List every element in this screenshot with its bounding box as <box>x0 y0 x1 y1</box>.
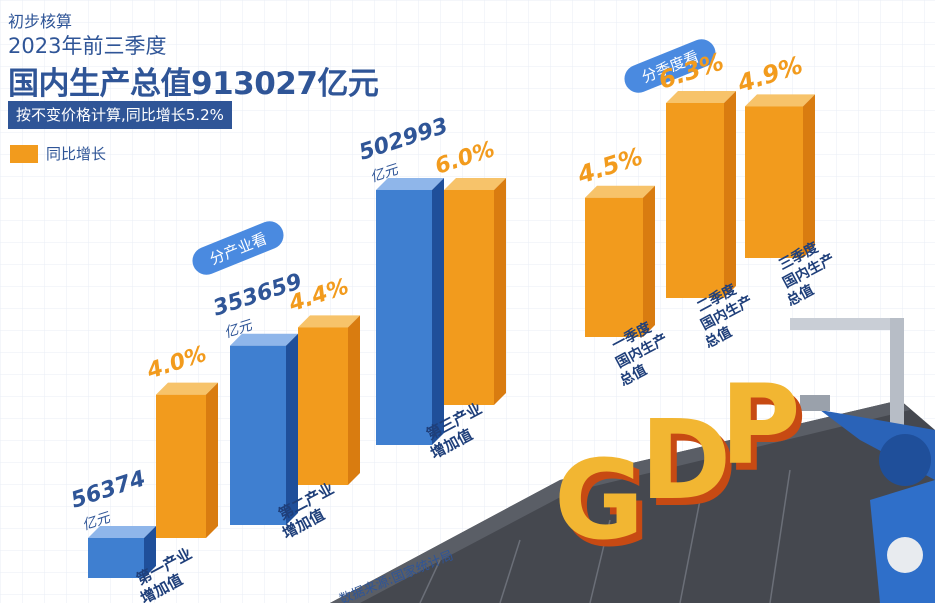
gdp-3d-letters: G G D D P P <box>554 361 807 571</box>
robot-arm-decoration <box>800 395 935 603</box>
svg-text:G: G <box>554 436 644 564</box>
growth-bar-2 <box>298 315 360 485</box>
value-bar-2 <box>230 333 298 525</box>
svg-text:D: D <box>640 396 731 524</box>
svg-text:D: D <box>646 403 737 531</box>
growth-label-1: 4.0% <box>143 342 210 385</box>
value-bar-1 <box>88 526 156 578</box>
quarter-bar-3 <box>745 94 815 258</box>
svg-text:G: G <box>560 443 650 571</box>
header-line-2: 2023年前三季度 <box>8 34 167 58</box>
quarter-growth-label-1: 4.5% <box>573 142 646 190</box>
industry-bars: 56374亿元353659亿元502993亿元4.0%4.4%6.0%第一产业增… <box>68 114 506 603</box>
page-title: 国内生产总值913027亿元 <box>8 66 379 102</box>
legend-label: 同比增长 <box>46 145 107 163</box>
legend: 同比增长 <box>10 143 106 164</box>
quarter-bar-2 <box>666 91 736 298</box>
header-line-1: 初步核算 <box>8 12 73 31</box>
legend-swatch <box>10 144 38 163</box>
value-label-1: 56374 <box>68 466 149 513</box>
tag-by-industry: 分产业看 <box>192 221 284 275</box>
subtitle-banner: 按不变价格计算,同比增长5.2% <box>8 101 232 129</box>
quarter-growth-label-3: 4.9% <box>733 51 806 99</box>
growth-bar-3 <box>444 178 506 405</box>
svg-text:P: P <box>720 361 801 489</box>
value-bar-3 <box>376 178 444 445</box>
svg-text:P: P <box>726 368 807 496</box>
quarter-bar-1 <box>585 185 655 337</box>
growth-bar-1 <box>156 382 218 538</box>
growth-label-3: 6.0% <box>432 137 498 180</box>
